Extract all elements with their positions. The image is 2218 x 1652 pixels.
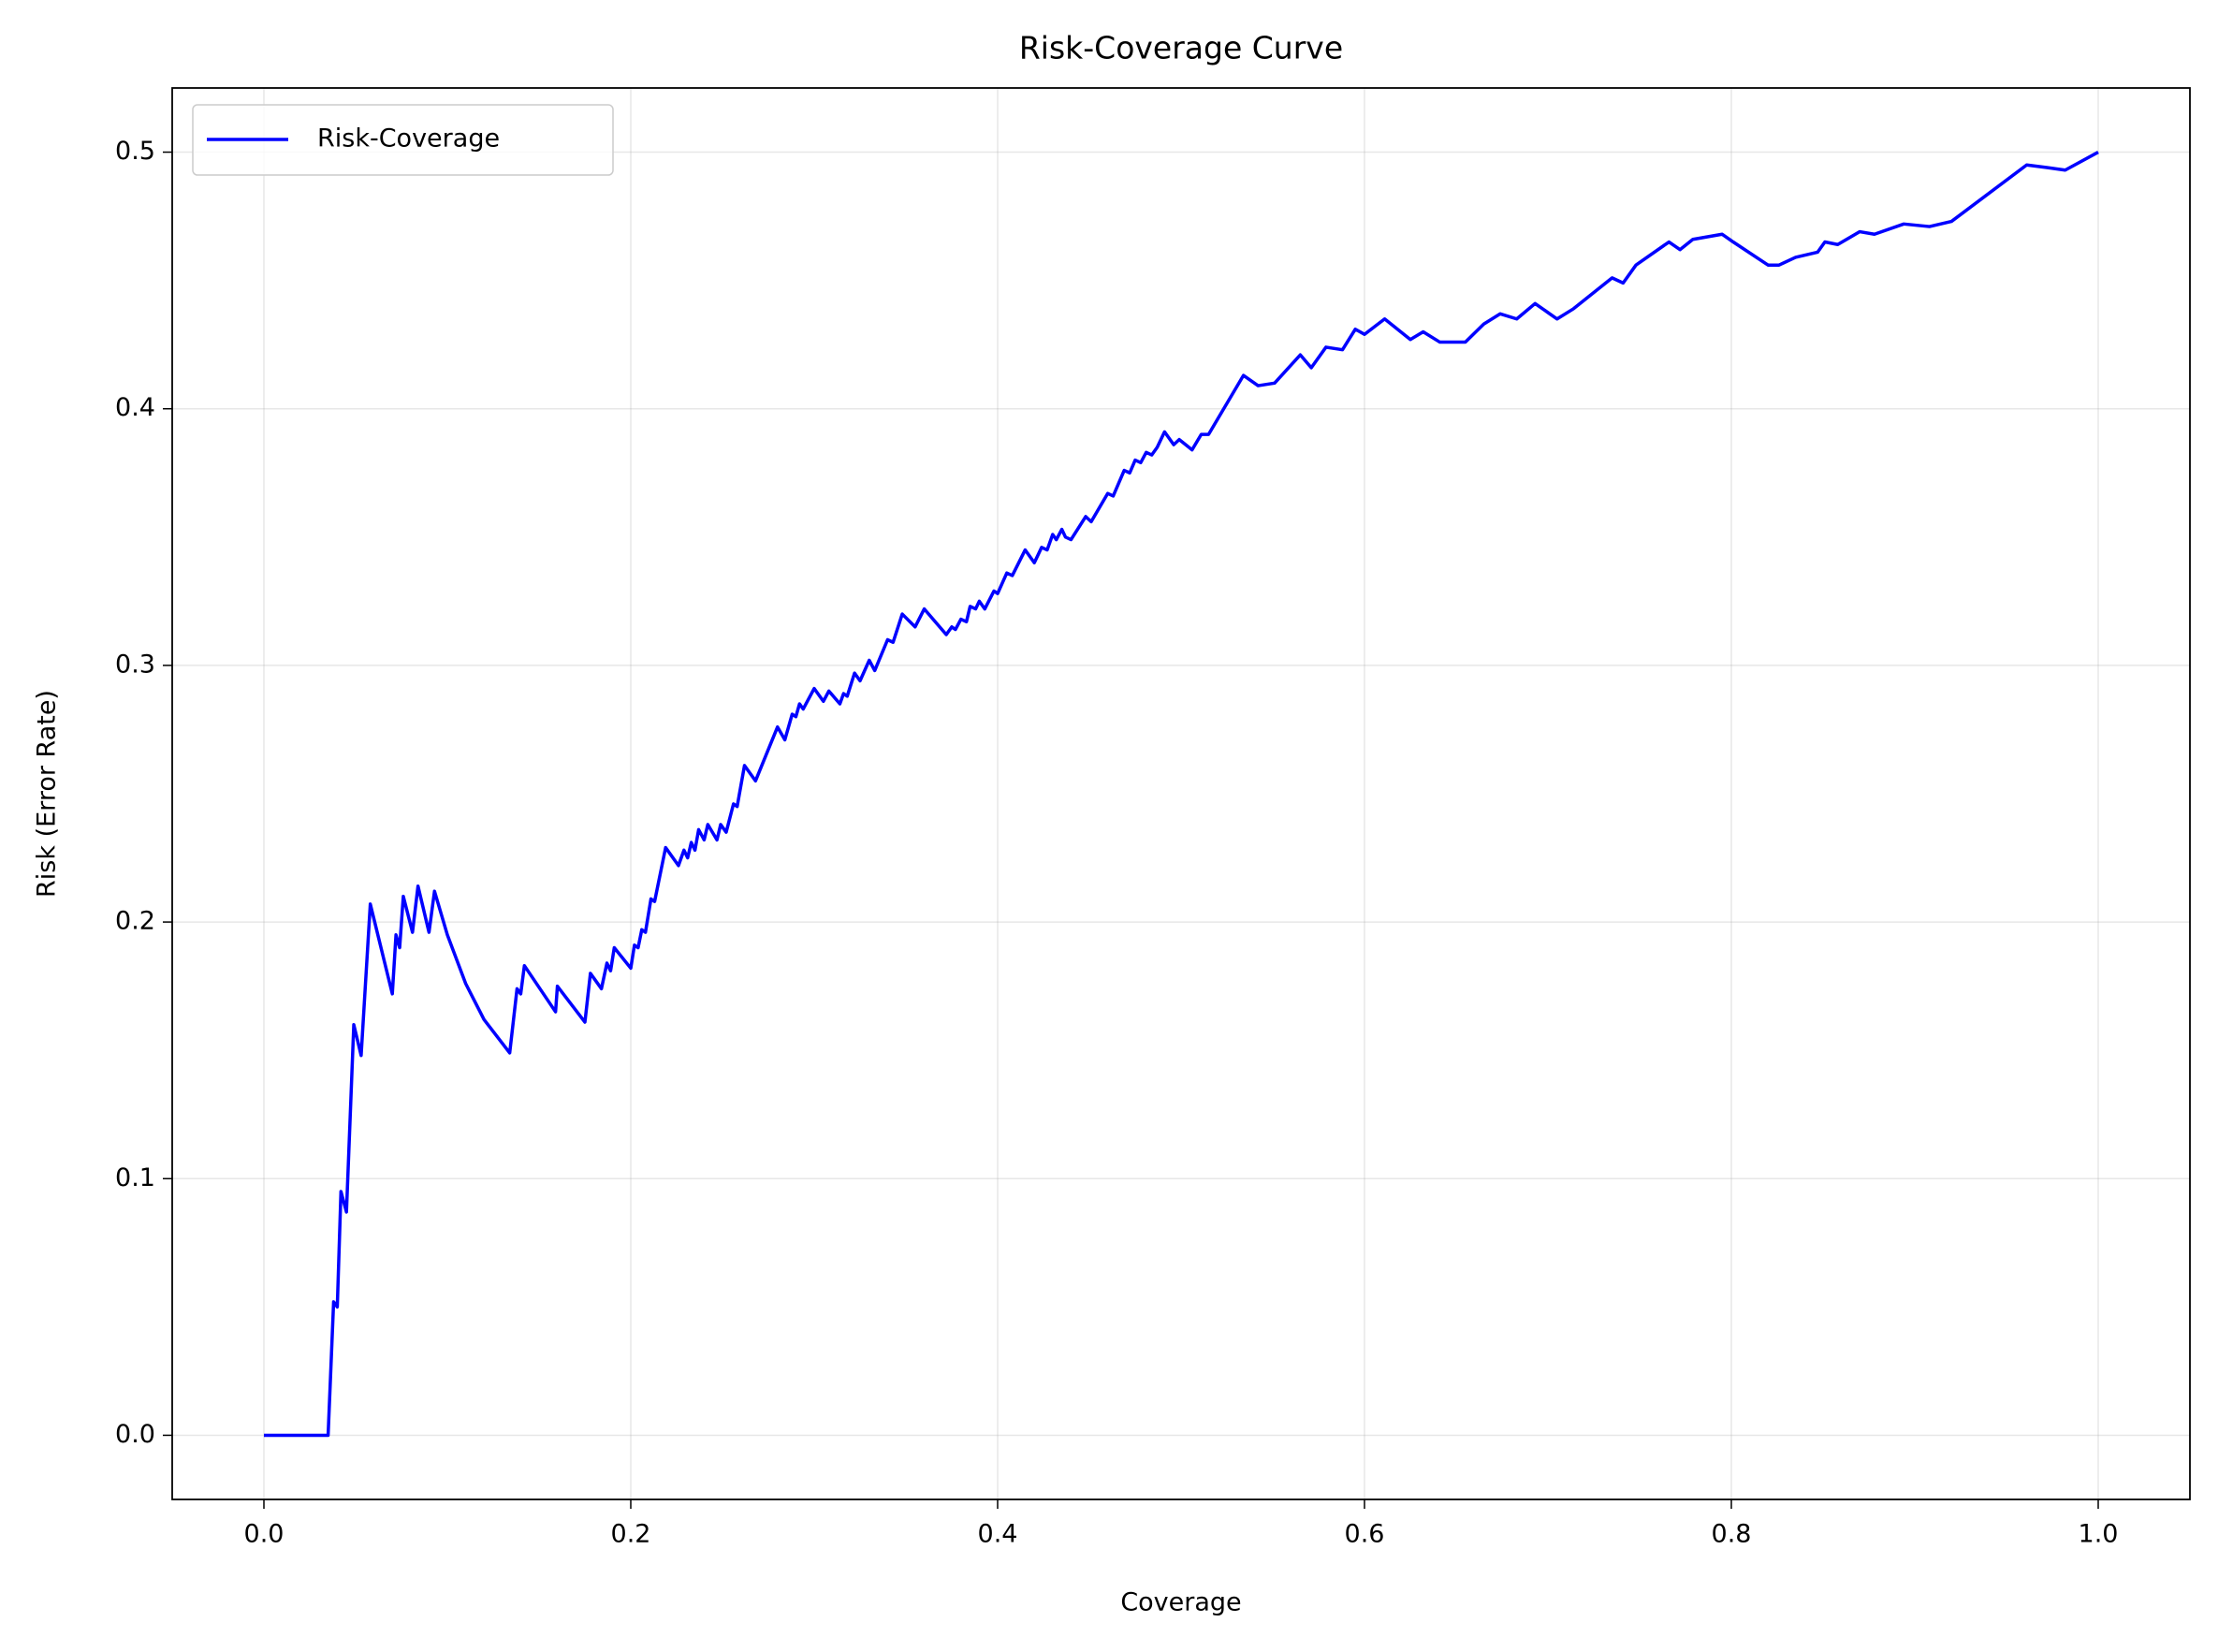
- x-tick-label: 1.0: [2079, 1520, 2119, 1549]
- chart-title: Risk-Coverage Curve: [1019, 30, 1343, 66]
- legend: Risk-Coverage: [192, 104, 614, 176]
- y-axis-label: Risk (Error Rate): [33, 690, 62, 898]
- x-axis-label: Coverage: [1120, 1588, 1241, 1617]
- x-tick-label: 0.2: [611, 1520, 651, 1549]
- y-tick-label: 0.2: [115, 907, 155, 936]
- y-tick-label: 0.0: [115, 1420, 155, 1449]
- legend-label: Risk-Coverage: [317, 124, 500, 154]
- line: [264, 151, 2099, 1438]
- x-tick-label: 0.6: [1345, 1520, 1385, 1549]
- y-tick-label: 0.3: [115, 650, 155, 679]
- legend-box: [192, 104, 614, 176]
- x-tick-label: 0.8: [1712, 1520, 1752, 1549]
- x-tick-label: 0.4: [978, 1520, 1018, 1549]
- y-tick-label: 0.4: [115, 393, 155, 422]
- plot-frame: [171, 87, 2191, 1500]
- x-tick-label: 0.0: [244, 1520, 285, 1549]
- y-tick-label: 0.1: [115, 1163, 155, 1192]
- y-tick-label: 0.5: [115, 137, 155, 166]
